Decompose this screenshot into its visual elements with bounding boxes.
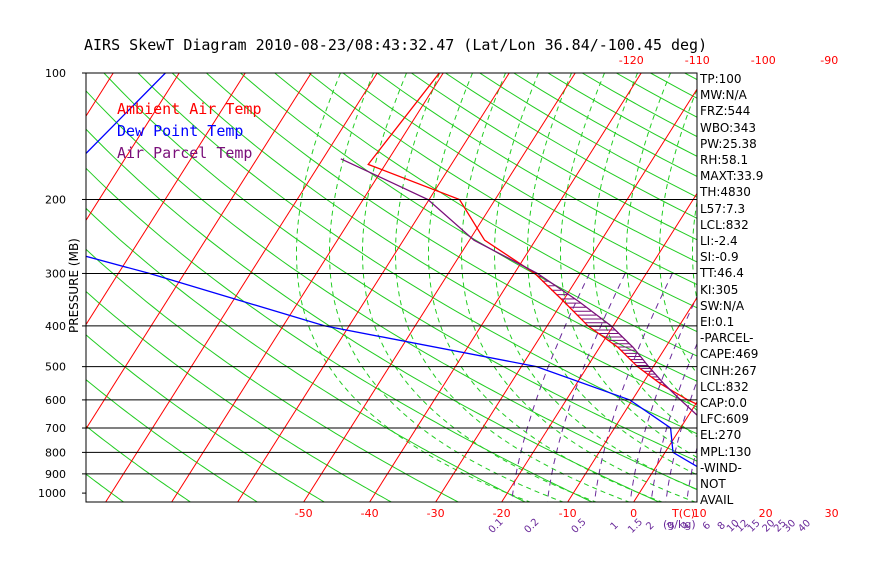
- temp-tick-top: -100: [751, 54, 776, 67]
- index-line: TP:100: [700, 72, 742, 86]
- temp-tick-top: -110: [685, 54, 710, 67]
- index-line: LI:-2.4: [700, 234, 738, 248]
- mixing-ratio-label: 6: [701, 520, 713, 532]
- index-line: MW:N/A: [700, 88, 747, 102]
- index-line: CAPE:469: [700, 347, 758, 361]
- pressure-tick-label: 600: [45, 394, 66, 407]
- pressure-tick-label: 500: [45, 361, 66, 374]
- index-line: KI:305: [700, 283, 738, 297]
- legend-parcel: Air Parcel Temp: [117, 144, 252, 162]
- index-line: -PARCEL-: [700, 331, 754, 345]
- index-line: L57:7.3: [700, 202, 745, 216]
- index-line: FRZ:544: [700, 104, 750, 118]
- mixing-ratio-line: [595, 273, 673, 502]
- index-line: TT:46.4: [700, 266, 744, 280]
- index-line: EI:0.1: [700, 315, 734, 329]
- moist-adiabat: [363, 73, 596, 502]
- mixing-ratio-line: [805, 273, 870, 502]
- index-line: PW:25.38: [700, 137, 757, 151]
- mixing-ratio-label: 1: [609, 520, 621, 532]
- index-line: LFC:609: [700, 412, 749, 426]
- moist-adiabat: [660, 73, 870, 502]
- isotherm: [304, 73, 576, 502]
- mixing-ratio-label: 2: [644, 520, 656, 532]
- temp-tick-top: -120: [619, 54, 644, 67]
- pressure-tick-label: 400: [45, 320, 66, 333]
- pressure-tick-label: 900: [45, 468, 66, 481]
- index-line: MPL:130: [700, 445, 751, 459]
- index-line: RH:58.1: [700, 153, 748, 167]
- legend-ambient: Ambient Air Temp: [117, 100, 262, 118]
- moist-adiabat: [495, 73, 728, 502]
- temp-tick-bottom: -40: [361, 507, 379, 520]
- legend-dewpoint: Dew Point Temp: [117, 122, 243, 140]
- pressure-tick-label: 100: [45, 67, 66, 80]
- temp-tick-top: -90: [820, 54, 838, 67]
- isotherm: [370, 73, 642, 502]
- isotherm: [436, 73, 708, 502]
- temp-tick-bottom: -50: [295, 507, 313, 520]
- pressure-tick-label: 800: [45, 446, 66, 459]
- index-line: EL:270: [700, 428, 741, 442]
- index-line: AVAIL: [700, 493, 733, 507]
- index-line: -WIND-: [700, 461, 742, 475]
- mixing-ratio-line: [770, 273, 848, 502]
- index-line: LCL:832: [700, 380, 749, 394]
- y-axis-label: PRESSURE (MB): [67, 238, 81, 333]
- pressure-tick-label: 700: [45, 422, 66, 435]
- dry-adiabat: [411, 73, 870, 502]
- temp-tick-bottom: 20: [759, 507, 773, 520]
- index-line: LCL:832: [700, 218, 749, 232]
- isotherm: [766, 73, 870, 502]
- pressure-tick-label: 200: [45, 193, 66, 206]
- dry-adiabat: [0, 73, 124, 502]
- mixing-ratio-line: [749, 273, 827, 502]
- index-line: NOT: [700, 477, 726, 491]
- mixing-ratio-label: 1.5: [626, 517, 645, 536]
- chart-title: AIRS SkewT Diagram 2010-08-23/08:43:32.4…: [84, 36, 707, 54]
- moist-adiabat: [561, 73, 794, 502]
- dry-adiabat: [172, 73, 870, 502]
- mixing-ratio-line: [820, 273, 870, 502]
- moist-adiabat: [330, 73, 563, 502]
- isotherm: [0, 73, 113, 502]
- dry-adiabat: [275, 73, 870, 502]
- pressure-tick-label: 1000: [38, 487, 66, 500]
- isotherm: [832, 73, 870, 502]
- dry-adiabat: [1, 73, 592, 502]
- moist-adiabat: [297, 73, 530, 502]
- mixing-ratio-label: 0.2: [522, 517, 541, 536]
- mixing-ratio-line: [737, 273, 815, 502]
- index-line: MAXT:33.9: [700, 169, 763, 183]
- index-line: TH:4830: [700, 185, 751, 199]
- dry-adiabat: [309, 73, 870, 502]
- index-line: CAP:0.0: [700, 396, 747, 410]
- mixing-ratio-label: 40: [796, 518, 813, 535]
- index-line: SI:-0.9: [700, 250, 739, 264]
- index-line: SW:N/A: [700, 299, 744, 313]
- temp-tick-bottom: -10: [559, 507, 577, 520]
- mixing-ratio-line: [784, 273, 862, 502]
- isotherm: [238, 73, 510, 502]
- isotherm: [0, 73, 47, 502]
- temp-tick-bottom: 30: [825, 507, 839, 520]
- index-line: WBO:343: [700, 121, 756, 135]
- temp-tick-bottom: -30: [427, 507, 445, 520]
- mixing-ratio-line: [758, 273, 836, 502]
- dry-adiabat: [0, 73, 57, 502]
- index-line: CINH:267: [700, 364, 757, 378]
- mixing-ratio-line: [796, 273, 870, 502]
- pressure-tick-label: 300: [45, 267, 66, 280]
- dry-adiabat: [651, 73, 870, 502]
- dry-adiabat: [241, 73, 870, 502]
- dry-adiabat: [206, 73, 870, 502]
